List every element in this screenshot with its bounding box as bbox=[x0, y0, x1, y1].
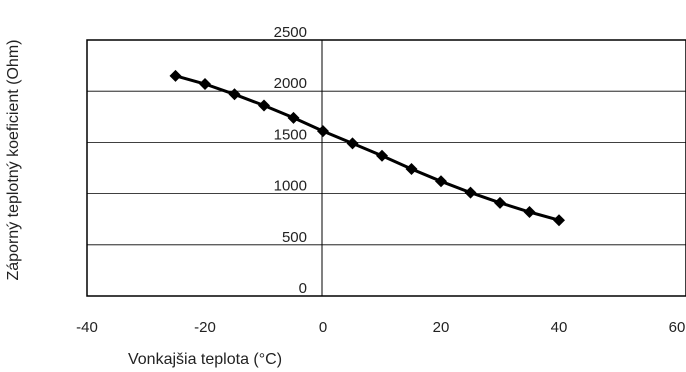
data-point-marker bbox=[435, 175, 447, 188]
gridlines bbox=[87, 90, 686, 246]
x-tick-label: 60 bbox=[669, 319, 686, 336]
x-tick-label: -40 bbox=[76, 319, 98, 336]
series-markers bbox=[169, 69, 565, 227]
y-tick-label: 1000 bbox=[274, 178, 307, 195]
data-point-marker bbox=[553, 214, 565, 227]
data-point-marker bbox=[523, 206, 536, 219]
x-tick-label: 0 bbox=[319, 319, 327, 336]
data-point-marker bbox=[258, 99, 270, 112]
plot-area-frame bbox=[86, 39, 686, 297]
data-point-marker bbox=[287, 111, 300, 124]
series-line bbox=[175, 74, 560, 222]
x-tick-label: -20 bbox=[194, 319, 216, 336]
data-point-marker bbox=[494, 196, 506, 209]
data-point-marker bbox=[405, 163, 418, 176]
data-point-marker bbox=[317, 125, 329, 138]
x-tick-labels: -40 -20 0 20 40 60 bbox=[76, 319, 685, 336]
data-point-marker bbox=[464, 186, 477, 199]
y-tick-label: 1500 bbox=[274, 126, 307, 143]
x-tick-label: 20 bbox=[433, 319, 450, 336]
x-axis-title: Vonkajšia teplota (°C) bbox=[128, 351, 282, 368]
y-axis-title: Záporný teplotný koeficient (Ohm) bbox=[5, 40, 22, 281]
data-point-marker bbox=[199, 78, 211, 91]
y-tick-label: 2000 bbox=[274, 75, 307, 92]
data-point-marker bbox=[376, 149, 388, 162]
y-tick-label: 0 bbox=[299, 280, 307, 297]
data-point-marker bbox=[169, 69, 182, 82]
y-tick-label: 500 bbox=[282, 229, 307, 246]
y-tick-label: 2500 bbox=[274, 24, 307, 41]
data-point-marker bbox=[346, 137, 359, 150]
y-tick-labels: 0 500 1000 1500 2000 2500 bbox=[274, 24, 307, 297]
x-tick-label: 40 bbox=[551, 319, 568, 336]
data-point-marker bbox=[228, 88, 241, 101]
